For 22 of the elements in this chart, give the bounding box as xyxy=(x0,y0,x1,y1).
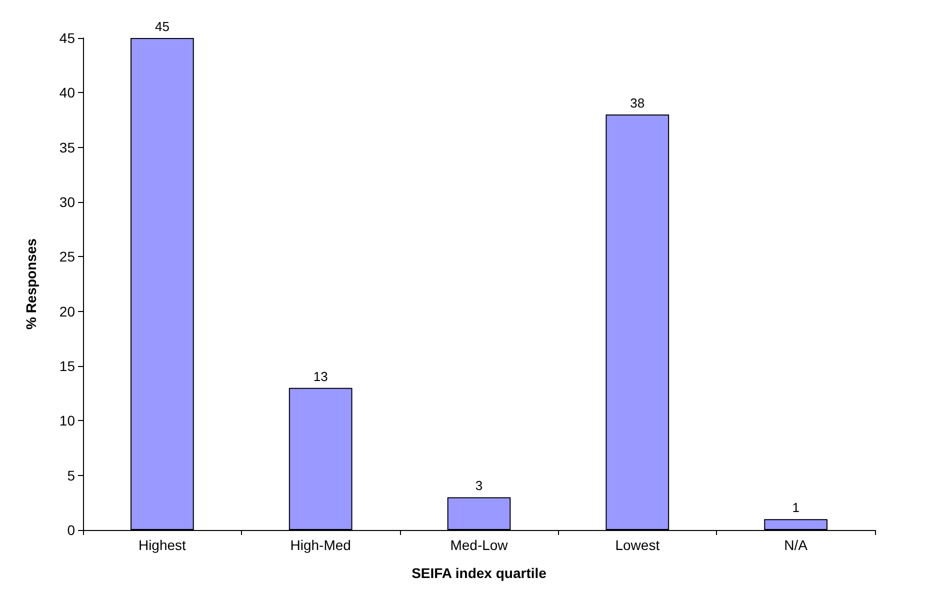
y-tick-label: 0 xyxy=(67,522,76,538)
y-tick-label: 20 xyxy=(59,303,76,320)
y-tick-label: 25 xyxy=(59,248,76,265)
data-label: 3 xyxy=(475,478,483,494)
y-tick-label: 30 xyxy=(59,194,76,210)
x-tick-label: N/A xyxy=(784,537,808,553)
x-tick-label: High-Med xyxy=(290,537,351,553)
y-tick-label: 15 xyxy=(59,358,76,374)
y-tick-label: 35 xyxy=(59,139,76,156)
data-label: 45 xyxy=(154,19,170,34)
data-label: 38 xyxy=(630,96,645,111)
y-axis-title: % Responses xyxy=(23,238,39,330)
data-label: 13 xyxy=(313,368,328,384)
y-tick-label: 45 xyxy=(59,30,76,46)
data-label: 1 xyxy=(792,500,800,516)
x-axis-title: SEIFA index quartile xyxy=(412,565,547,581)
y-tick-label: 40 xyxy=(59,84,76,101)
x-tick-label: Lowest xyxy=(615,537,660,553)
y-tick-label: 10 xyxy=(59,412,76,429)
x-tick-label: Highest xyxy=(138,537,186,553)
y-tick-label: 5 xyxy=(67,467,76,484)
x-tick-label: Med-Low xyxy=(450,537,509,553)
